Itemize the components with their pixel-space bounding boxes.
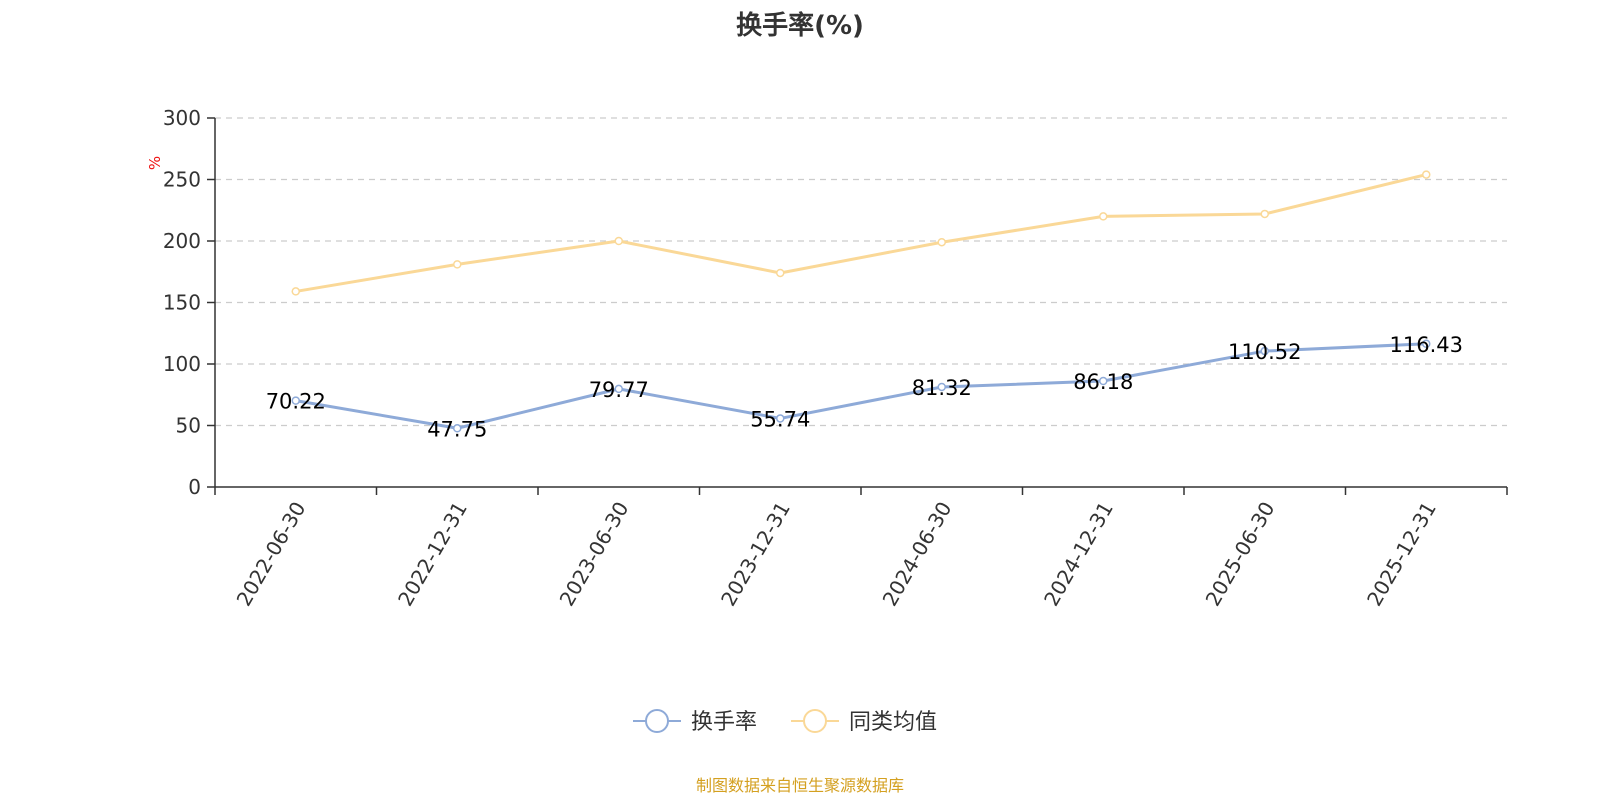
- y-axis-unit-label: %: [146, 156, 164, 170]
- x-tick-label: 2025-12-31: [1362, 498, 1441, 611]
- data-label: 79.77: [589, 378, 649, 402]
- data-point: [1422, 339, 1431, 349]
- legend[interactable]: 换手率 同类均值: [633, 709, 937, 735]
- data-labels: 70.22 47.75 79.77 55.74 81.32 86.18 110.52 116.…: [266, 333, 1463, 441]
- data-point: [776, 414, 785, 423]
- y-tick-label: 50: [176, 414, 201, 438]
- data-label: 81.32: [912, 376, 972, 400]
- data-label: 110.52: [1228, 340, 1301, 364]
- data-point: [614, 384, 623, 394]
- data-label: 55.74: [750, 407, 810, 431]
- y-tick-label: 300: [163, 106, 201, 130]
- legend-marker: [803, 709, 827, 733]
- x-tick-label: 2022-12-31: [393, 498, 472, 611]
- series-lines: [291, 170, 1431, 433]
- data-point: [1260, 346, 1269, 356]
- data-source-note: 制图数据来自恒生聚源数据库: [696, 776, 904, 795]
- data-point: [453, 260, 462, 269]
- legend-marker: [645, 709, 669, 733]
- y-tick-label: 100: [163, 352, 201, 376]
- axes: 0 50 100 150 200 250 300 2022-06-30 2022-12-31 20…: [163, 106, 1508, 611]
- series-line: [295, 173, 1427, 293]
- data-label: 70.22: [266, 390, 326, 414]
- data-label: 47.75: [427, 417, 487, 441]
- x-tick-label: 2023-06-30: [555, 498, 634, 611]
- legend-label: 换手率: [691, 710, 757, 735]
- data-point: [776, 268, 785, 278]
- data-point: [937, 237, 946, 247]
- data-point: [291, 287, 300, 296]
- data-label: 86.18: [1073, 370, 1133, 394]
- y-tick-label: 150: [163, 291, 201, 315]
- y-tick-label: 200: [163, 229, 201, 253]
- data-point: [937, 382, 946, 392]
- x-tick-label: 2024-06-30: [878, 498, 957, 611]
- data-point: [1099, 212, 1108, 221]
- data-point: [1099, 376, 1108, 386]
- y-tick-label: 0: [188, 475, 201, 499]
- x-tick-label: 2023-12-31: [716, 498, 795, 611]
- legend-label: 同类均值: [849, 710, 937, 735]
- y-tick-label: 250: [163, 168, 201, 192]
- chart-title: 换手率(%): [736, 10, 864, 41]
- x-tick-label: 2024-12-31: [1039, 498, 1118, 611]
- x-tick-label: 2022-06-30: [232, 498, 311, 611]
- data-point: [291, 396, 300, 405]
- x-tick-label: 2025-06-30: [1201, 498, 1280, 611]
- data-point: [614, 236, 623, 246]
- data-point: [1260, 209, 1269, 219]
- series-line: [295, 342, 1427, 430]
- data-point: [1422, 170, 1431, 179]
- data-point: [453, 424, 462, 433]
- data-label: 116.43: [1390, 333, 1463, 357]
